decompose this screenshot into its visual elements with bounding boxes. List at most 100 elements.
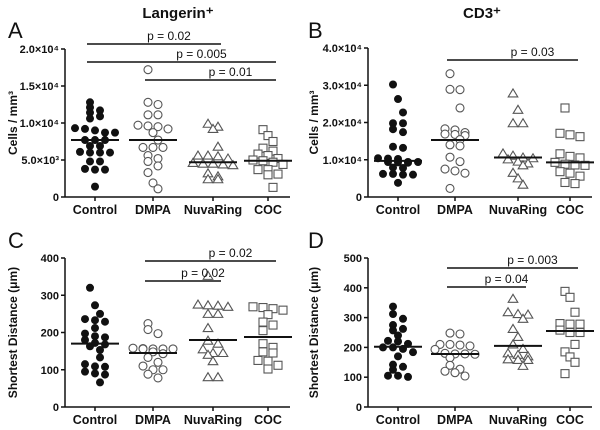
data-point-control (96, 353, 104, 362)
data-point-coc (565, 151, 575, 161)
panel-letter: D (308, 228, 324, 253)
data-point-coc (565, 292, 575, 302)
data-point-control (86, 157, 94, 166)
data-point-dmpa (455, 340, 465, 350)
x-tick-label: COC (556, 203, 584, 217)
y-tick-label: 300 (344, 313, 362, 325)
data-point-nuvaring (202, 349, 214, 359)
x-tick-label: DMPA (437, 203, 473, 217)
data-point-control (389, 125, 397, 134)
p-value-label: p = 0.02 (147, 29, 191, 43)
data-point-coc (258, 317, 268, 327)
data-point-dmpa (143, 324, 153, 335)
data-point-dmpa (445, 140, 455, 150)
x-tick-label: Control (73, 413, 117, 427)
y-tick-label: 2.0×10⁴ (20, 44, 59, 56)
x-tick-label: Control (376, 413, 420, 427)
data-point-control (71, 124, 79, 133)
data-point-control (394, 371, 402, 380)
data-point-dmpa (445, 152, 455, 162)
x-tick-label: NuvaRing (489, 413, 547, 427)
data-point-nuvaring (512, 354, 524, 364)
data-point-coc (258, 326, 268, 336)
data-point-dmpa (455, 329, 465, 339)
data-point-control (409, 348, 417, 357)
data-point-control (404, 372, 412, 381)
data-point-control (101, 333, 109, 342)
data-point-coc (253, 165, 263, 175)
data-point-dmpa (143, 110, 153, 120)
panel-letter: C (8, 228, 24, 253)
y-axis-label: Shortest Distance (μm) (6, 267, 20, 398)
data-point-control (106, 148, 114, 157)
x-tick-label: NuvaRing (184, 203, 242, 217)
y-tick-label: 200 (344, 342, 362, 354)
p-value-label: p = 0.02 (209, 246, 253, 260)
data-point-nuvaring (512, 104, 524, 114)
data-point-coc (253, 355, 263, 365)
data-point-coc (575, 327, 585, 338)
data-point-nuvaring (212, 141, 224, 151)
data-point-control (394, 352, 402, 361)
data-point-coc (570, 179, 580, 189)
data-point-control (379, 169, 387, 178)
data-point-coc (570, 307, 580, 317)
data-point-dmpa (450, 368, 460, 378)
data-point-dmpa (138, 142, 148, 152)
data-point-nuvaring (507, 117, 519, 128)
data-point-dmpa (153, 99, 163, 110)
data-point-dmpa (143, 121, 153, 131)
data-point-nuvaring (502, 353, 514, 364)
data-point-control (101, 165, 109, 174)
data-point-dmpa (440, 129, 450, 139)
data-point-dmpa (445, 69, 455, 79)
data-point-control (91, 301, 99, 310)
x-tick-label: DMPA (135, 203, 171, 217)
x-tick-label: COC (556, 413, 584, 427)
data-point-coc (248, 302, 258, 312)
x-tick-label: NuvaRing (489, 203, 547, 217)
x-tick-label: NuvaRing (184, 413, 242, 427)
data-point-dmpa (455, 85, 465, 95)
x-tick-label: DMPA (437, 413, 473, 427)
y-tick-label: 0 (53, 192, 59, 204)
y-tick-label: 400 (344, 283, 362, 295)
data-point-nuvaring (507, 87, 519, 98)
data-point-dmpa (153, 110, 163, 120)
data-point-control (86, 108, 94, 117)
data-point-dmpa (445, 328, 455, 338)
data-point-control (76, 147, 84, 156)
data-point-control (399, 362, 407, 371)
data-point-dmpa (138, 361, 148, 371)
data-point-dmpa (440, 164, 450, 174)
data-point-control (399, 324, 407, 333)
data-point-control (81, 367, 89, 376)
y-tick-label: 0 (356, 192, 362, 204)
data-point-control (91, 369, 99, 378)
data-point-control (389, 365, 397, 374)
y-tick-label: 1.5×10⁴ (20, 81, 59, 93)
data-point-coc (565, 319, 575, 329)
data-point-coc (560, 177, 570, 188)
data-point-nuvaring (512, 331, 524, 342)
data-point-dmpa (133, 120, 143, 130)
y-tick-label: 0 (356, 402, 362, 414)
data-point-nuvaring (512, 156, 524, 166)
data-point-nuvaring (222, 152, 234, 163)
data-point-control (389, 163, 397, 172)
panel-letter: A (8, 18, 23, 43)
data-point-control (394, 337, 402, 346)
data-point-coc (268, 157, 278, 167)
data-point-dmpa (153, 161, 163, 171)
data-point-nuvaring (512, 308, 524, 319)
data-point-dmpa (455, 103, 465, 113)
data-point-control (81, 329, 89, 338)
data-point-dmpa (455, 157, 465, 167)
data-point-coc (555, 149, 565, 159)
data-point-dmpa (148, 178, 158, 188)
data-point-coc (570, 160, 580, 170)
y-tick-label: 1.0×10⁴ (20, 118, 59, 130)
data-point-control (101, 128, 109, 137)
y-tick-label: 0 (53, 402, 59, 414)
data-point-nuvaring (212, 150, 224, 161)
